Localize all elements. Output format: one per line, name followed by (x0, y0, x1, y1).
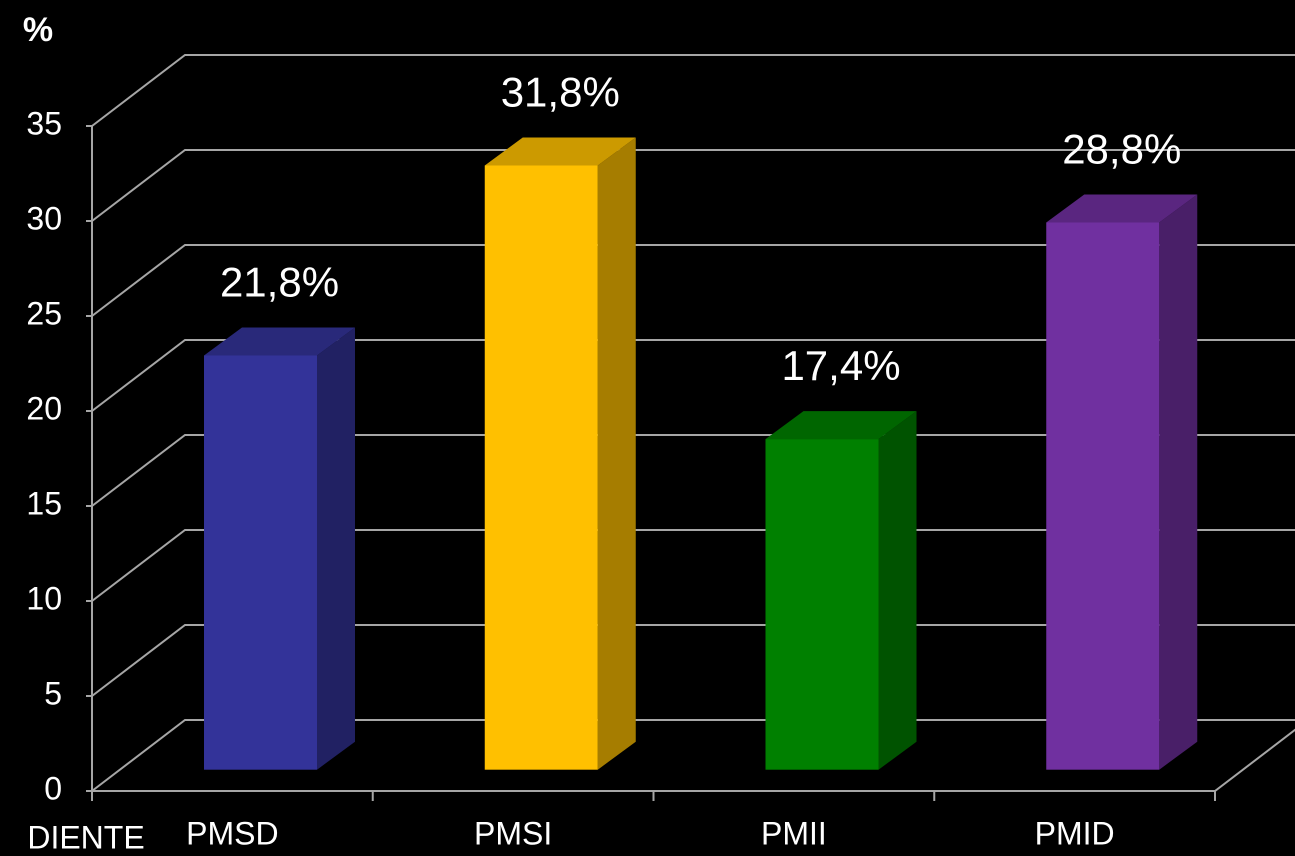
y-tick-label: 35 (26, 105, 62, 141)
bar (484, 165, 598, 770)
bar-side (597, 137, 636, 770)
bar (1046, 222, 1160, 770)
bar (765, 439, 879, 770)
grid-line (91, 719, 1295, 792)
y-axis-label: % (23, 11, 53, 49)
bar-side (317, 327, 355, 770)
y-tick-label: 5 (44, 675, 62, 711)
bar-top (484, 137, 636, 166)
grid-line (91, 434, 1295, 507)
x-tick-label: PMSD (186, 815, 278, 851)
x-tick-label: PMID (1035, 815, 1115, 851)
grid-line (91, 244, 1295, 317)
bar-top (1046, 194, 1198, 223)
x-tick-label: PMSI (474, 815, 552, 851)
grid-line (91, 339, 1295, 412)
y-tick-label: 0 (44, 770, 62, 806)
bar-top (765, 411, 917, 440)
bar-top (204, 327, 355, 356)
grid-line (91, 149, 1295, 222)
y-tick-label: 25 (26, 295, 62, 331)
bar-side (1159, 194, 1198, 770)
value-label: 31,8% (501, 69, 620, 116)
y-tick-label: 30 (26, 200, 62, 236)
value-label: 17,4% (781, 342, 900, 389)
bar (204, 355, 317, 770)
grid-line (91, 54, 1295, 127)
grid-line (91, 624, 1295, 697)
bar-side (878, 411, 917, 770)
x-tick-label: PMII (761, 815, 827, 851)
value-label: 28,8% (1062, 126, 1181, 173)
value-label: 21,8% (220, 259, 339, 306)
x-axis-label: DIENTE (27, 819, 144, 855)
y-tick-label: 10 (26, 580, 62, 616)
grid-line (91, 529, 1295, 602)
y-tick-label: 15 (26, 485, 62, 521)
y-tick-label: 20 (26, 390, 62, 426)
